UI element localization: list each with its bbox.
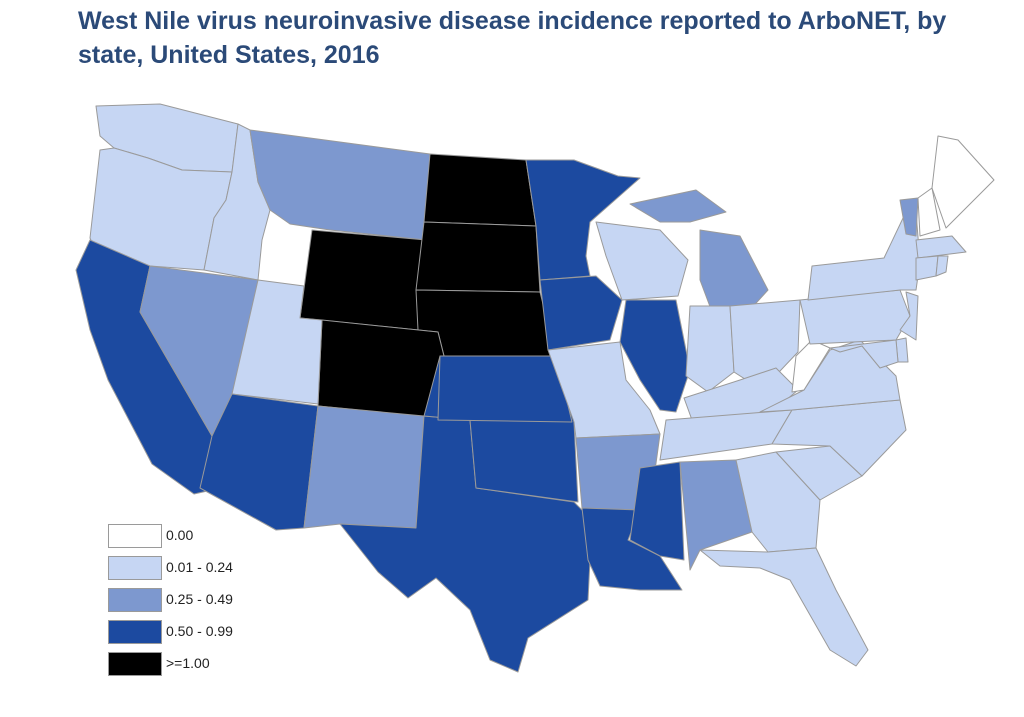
- state-al: [679, 459, 753, 571]
- legend-swatch: [108, 620, 162, 644]
- state-ks: [437, 355, 573, 423]
- state-ma: [915, 235, 967, 259]
- state-me: [931, 135, 995, 229]
- state-in: [685, 305, 735, 393]
- legend-label: 0.50 - 0.99: [166, 623, 233, 639]
- state-nj: [899, 291, 919, 341]
- state-nd: [423, 153, 537, 227]
- legend-swatch: [108, 556, 162, 580]
- legend-item: 0.25 - 0.49: [108, 588, 308, 614]
- legend-label: >=1.00: [166, 655, 210, 671]
- map-title: West Nile virus neuroinvasive disease in…: [78, 7, 947, 69]
- legend-item: 0.01 - 0.24: [108, 556, 308, 582]
- state-nh: [917, 187, 941, 237]
- state-co: [317, 319, 445, 419]
- state-mn: [525, 159, 641, 281]
- state-wy: [299, 229, 427, 331]
- state-sd: [415, 221, 541, 293]
- legend-label: 0.25 - 0.49: [166, 591, 233, 607]
- state-mt: [249, 129, 431, 241]
- state-md: [829, 339, 899, 369]
- state-il: [619, 299, 691, 413]
- legend-swatch: [108, 652, 162, 676]
- legend-swatch: [108, 588, 162, 612]
- legend-swatch: [108, 524, 162, 548]
- state-wi: [595, 221, 689, 301]
- legend-item: >=1.00: [108, 652, 308, 678]
- state-ct: [915, 255, 939, 281]
- state-ny: [807, 211, 921, 301]
- state-mo: [547, 341, 661, 439]
- state-ms: [629, 461, 685, 561]
- legend-item: 0.00: [108, 524, 308, 550]
- legend-label: 0.00: [166, 527, 194, 543]
- state-ia: [539, 275, 623, 351]
- state-nm: [303, 405, 425, 529]
- state-fl: [699, 547, 869, 667]
- state-oh: [729, 299, 801, 391]
- legend-label: 0.01 - 0.24: [166, 559, 233, 575]
- legend-item: 0.50 - 0.99: [108, 620, 308, 646]
- state-ri: [935, 255, 949, 277]
- state-vt: [899, 197, 919, 237]
